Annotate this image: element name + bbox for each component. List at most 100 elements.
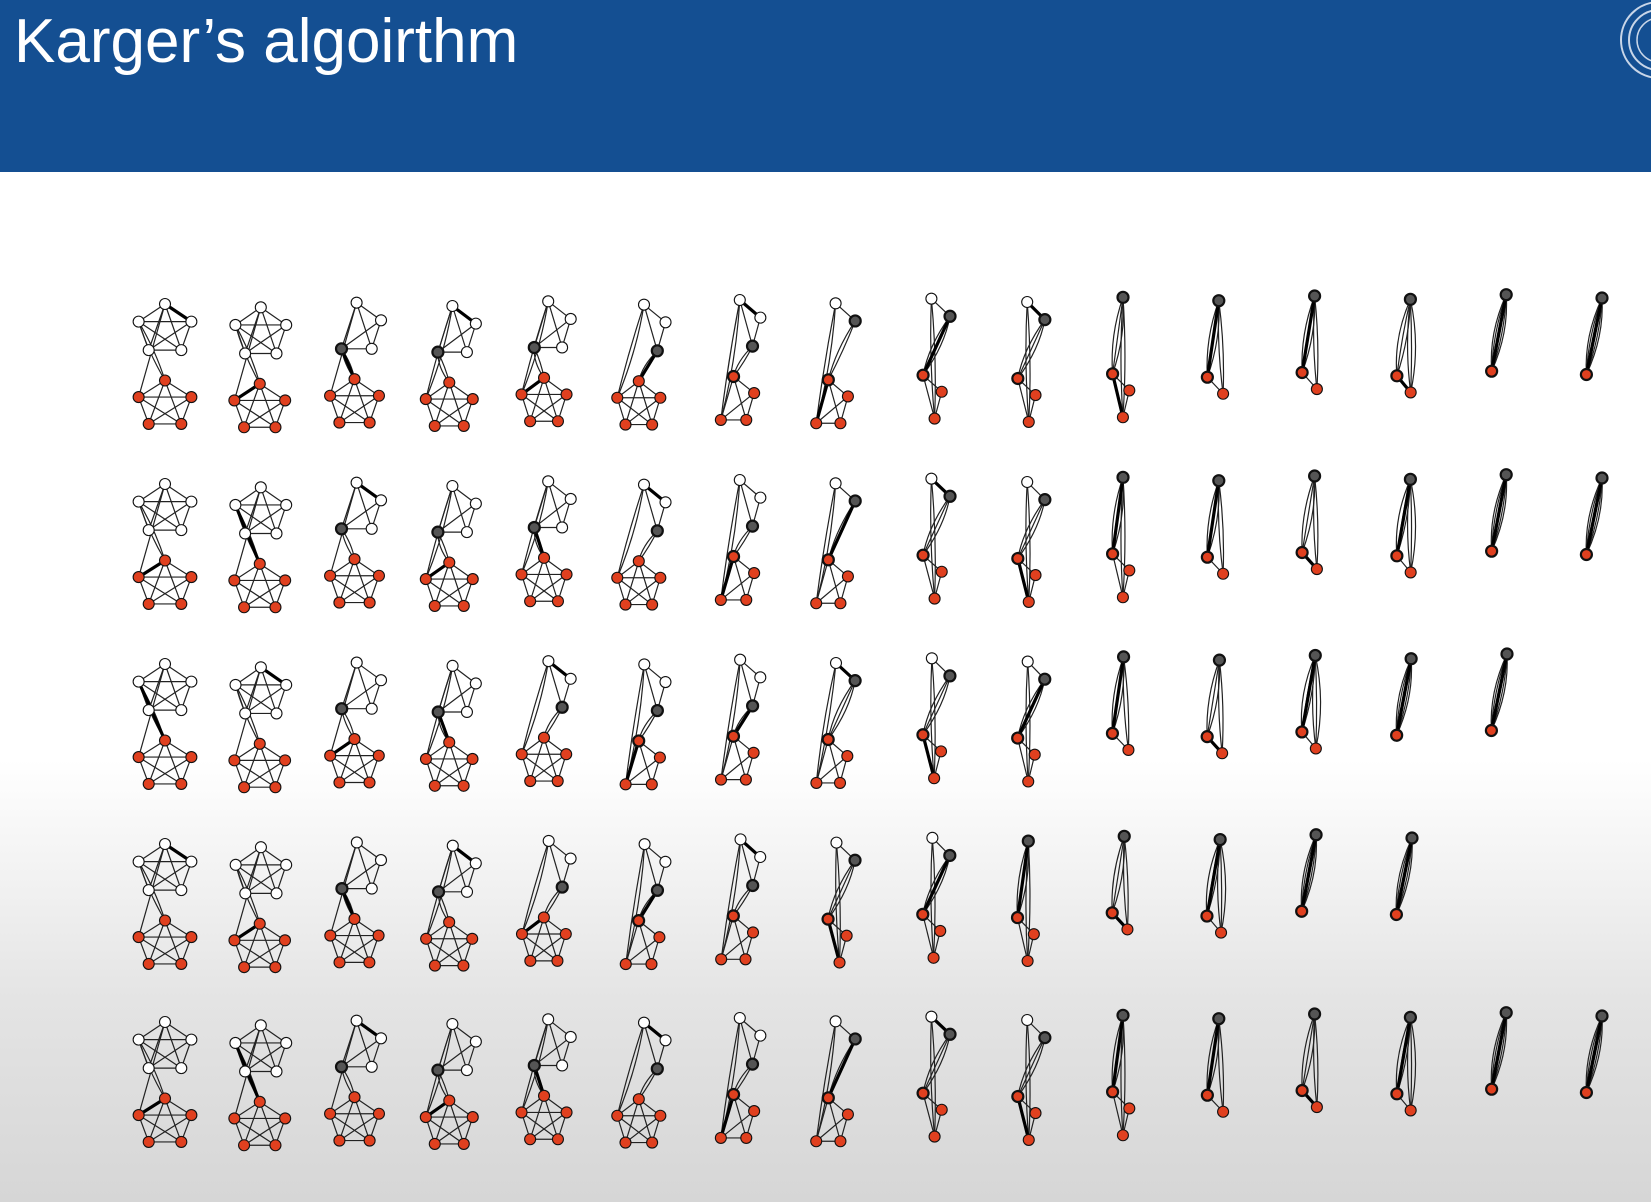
contracted-edge (826, 918, 842, 963)
merged-red-node (916, 1086, 930, 1100)
merged-node (527, 520, 541, 535)
red-node (428, 1137, 441, 1150)
red-node (1310, 383, 1323, 396)
red-node (619, 1136, 632, 1149)
white-node (734, 833, 747, 846)
red-node (238, 601, 251, 614)
white-node (926, 831, 939, 844)
white-node (925, 472, 938, 485)
red-node (1022, 775, 1035, 788)
graph-step (619, 658, 672, 791)
red-node (715, 953, 728, 966)
red-node (142, 417, 155, 430)
red-node (747, 746, 760, 759)
merged-red-node (1484, 723, 1499, 738)
merged-red-node (821, 1091, 835, 1105)
white-node (254, 1019, 267, 1032)
merged-red-node (1295, 725, 1309, 739)
red-node (269, 601, 282, 614)
red-node (269, 781, 282, 794)
white-node (542, 655, 555, 668)
graph-step (1295, 648, 1322, 755)
white-node (829, 297, 842, 310)
red-node (632, 1093, 645, 1106)
white-node (158, 837, 172, 851)
red-node (363, 776, 376, 789)
contracted-edge (1490, 474, 1508, 552)
merged-node (1116, 290, 1130, 304)
merged-node (1405, 831, 1419, 845)
merged-red-node (1200, 370, 1214, 384)
contracted-edge (921, 854, 952, 916)
merged-node (431, 525, 445, 539)
white-node (733, 473, 746, 487)
white-node (1021, 1013, 1034, 1027)
white-node (564, 852, 577, 865)
white-node (280, 498, 293, 512)
white-node (175, 524, 188, 537)
contraction-diagram (132, 288, 1609, 1152)
slide-header: Karger’s algoirthm (0, 0, 1651, 172)
red-node (654, 391, 667, 404)
red-node (324, 569, 337, 582)
red-node (1404, 566, 1417, 579)
red-node (419, 1111, 432, 1124)
white-node (350, 476, 363, 489)
graph-edges (233, 1024, 287, 1146)
graph-step (324, 296, 388, 429)
graph-step (1200, 474, 1230, 580)
red-node (935, 385, 948, 398)
red-node (834, 417, 847, 430)
red-node (185, 571, 198, 584)
graph-step (228, 841, 293, 974)
merged-node (1595, 1009, 1609, 1023)
merged-node (1307, 469, 1322, 483)
merged-red-node (1295, 904, 1309, 918)
graph-step (1200, 294, 1230, 400)
merged-red-node (1200, 550, 1214, 564)
white-node (1021, 475, 1034, 489)
merged-node (335, 702, 349, 716)
white-node (239, 347, 252, 360)
merged-red-node (821, 373, 835, 387)
graph-step (132, 1015, 198, 1148)
red-node (1121, 923, 1134, 936)
graph-edges (138, 1021, 192, 1143)
contracted-edge (1490, 294, 1508, 372)
merged-red-node (1295, 1083, 1309, 1098)
white-node (659, 1034, 672, 1047)
red-node (279, 754, 292, 767)
red-node (175, 597, 188, 610)
contracted-edge (826, 1038, 857, 1099)
red-node (1029, 389, 1042, 402)
red-node (834, 597, 847, 610)
white-node (270, 527, 283, 540)
graph-edges (233, 486, 287, 608)
white-node (365, 882, 378, 895)
graph-edges (329, 302, 382, 424)
white-node (446, 299, 459, 313)
graph-edges (521, 660, 572, 782)
graph-step (821, 836, 862, 969)
contracted-edge (1300, 834, 1318, 912)
red-node (333, 596, 346, 609)
graph-step (420, 839, 482, 972)
red-node (646, 418, 659, 431)
merged-node (745, 339, 760, 353)
merged-red-node (916, 907, 930, 921)
graph-step (1390, 1010, 1418, 1117)
graph-step (132, 477, 198, 610)
red-node (833, 776, 847, 789)
graph-step (1484, 647, 1514, 738)
contracted-edge (1205, 300, 1221, 378)
red-node (1027, 928, 1040, 941)
white-node (830, 836, 843, 849)
white-node (374, 674, 388, 687)
graph-step (515, 295, 577, 428)
red-node (834, 1135, 847, 1148)
merged-red-node (1579, 1085, 1594, 1100)
graph-step (714, 1011, 767, 1144)
red-node (1029, 1107, 1042, 1120)
merged-node (848, 853, 862, 867)
white-node (365, 1060, 378, 1073)
